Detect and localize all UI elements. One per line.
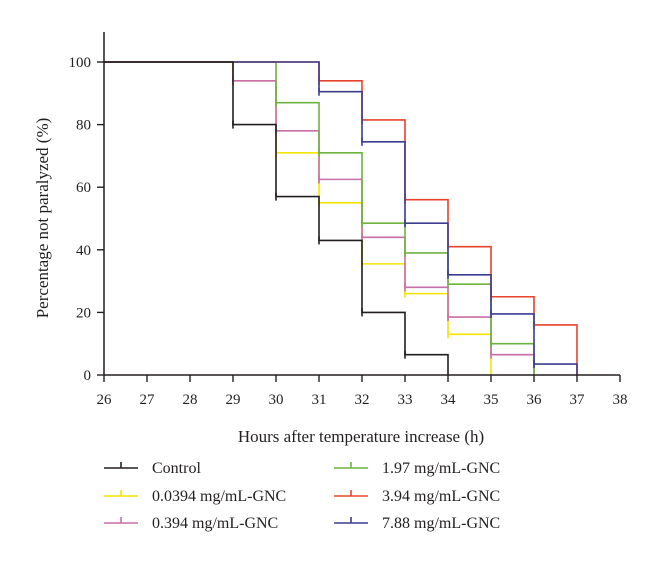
y-tick-label: 40 <box>76 243 91 259</box>
x-axis-title: Hours after temperature increase (h) <box>238 427 484 446</box>
y-tick-label: 20 <box>76 305 91 321</box>
legend-item-4: 3.94 mg/mL-GNC <box>334 488 500 505</box>
y-tick-label: 0 <box>84 368 92 384</box>
legend-label: 1.97 mg/mL-GNC <box>382 460 500 477</box>
x-tick-label: 28 <box>183 392 198 408</box>
legend-label: 0.0394 mg/mL-GNC <box>152 488 286 505</box>
series-line-4 <box>104 61 578 375</box>
legend: Control 0.0394 mg/mL-GNC 0.394 mg/mL-GNC 1.… <box>104 460 500 532</box>
x-tick-label: 34 <box>441 392 457 408</box>
legend-item-1: 0.0394 mg/mL-GNC <box>104 488 286 505</box>
legend-label: Control <box>152 460 201 477</box>
x-tick-label: 32 <box>355 392 370 408</box>
legend-item-2: 0.394 mg/mL-GNC <box>104 515 278 532</box>
x-tick-label: 36 <box>527 392 543 408</box>
legend-label: 7.88 mg/mL-GNC <box>382 515 500 532</box>
legend-label: 3.94 mg/mL-GNC <box>382 488 500 505</box>
x-tick-label: 37 <box>570 392 586 408</box>
x-tick-label: 27 <box>140 392 156 408</box>
x-tick-label: 33 <box>398 392 413 408</box>
legend-item-3: 1.97 mg/mL-GNC <box>334 460 500 477</box>
series-line-5 <box>104 61 578 375</box>
x-tick-label: 26 <box>97 392 113 408</box>
y-tick-label: 100 <box>69 55 92 71</box>
legend-item-0: Control <box>104 460 201 477</box>
x-tick-label: 38 <box>613 392 628 408</box>
plot-area <box>104 61 578 375</box>
x-tick-label: 31 <box>312 392 327 408</box>
axes: 26 27 28 29 30 31 32 33 34 35 36 37 38 0 20 40 60 80 100 <box>69 32 628 408</box>
x-tick-label: 29 <box>226 392 241 408</box>
legend-label: 0.394 mg/mL-GNC <box>152 515 278 532</box>
y-tick-label: 80 <box>76 118 91 134</box>
legend-item-5: 7.88 mg/mL-GNC <box>334 515 500 532</box>
y-axis-title: Percentage not paralyzed (%) <box>33 118 52 319</box>
x-tick-label: 35 <box>484 392 499 408</box>
y-tick-label: 60 <box>76 180 91 196</box>
series-line-1 <box>104 61 492 375</box>
x-tick-label: 30 <box>269 392 284 408</box>
